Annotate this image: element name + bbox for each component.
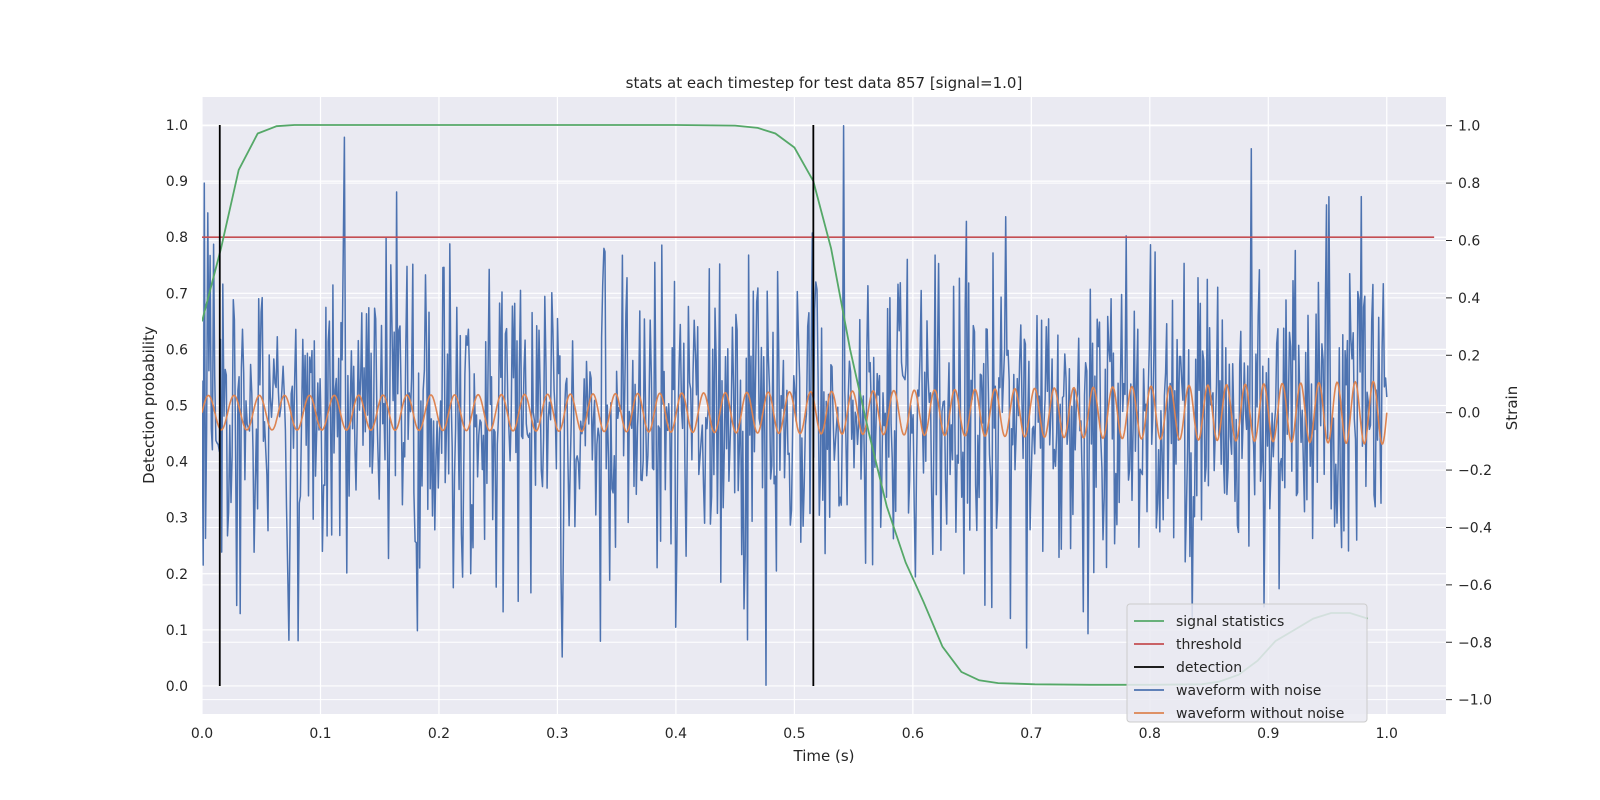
- legend-box: [1126, 603, 1368, 723]
- x-axis-ticks: 0.0 0.1 0.2 0.3 0.4 0.5 0.6 0.7 0.8 0.9 1.0: [191, 726, 1398, 742]
- y-right-tick-label: −0.6: [1458, 578, 1492, 594]
- x-tick-label: 0.4: [665, 726, 687, 742]
- legend-label: waveform without noise: [1176, 706, 1344, 722]
- y-right-tick-label: 1.0: [1458, 119, 1480, 135]
- x-tick-label: 1.0: [1376, 726, 1398, 742]
- y-tick-label: 0.0: [166, 679, 188, 695]
- y-tick-label: 0.3: [166, 511, 188, 527]
- x-tick-label: 0.1: [309, 726, 331, 742]
- y-right-tick-label: −0.8: [1458, 635, 1492, 651]
- legend-label: signal statistics: [1176, 614, 1284, 630]
- y-right-tick-label: −0.2: [1458, 463, 1492, 479]
- y-tick-label: 1.0: [166, 118, 188, 134]
- y-right-tick-label: 0.2: [1458, 348, 1480, 364]
- x-axis-label: Time (s): [793, 747, 855, 765]
- y-tick-label: 0.5: [166, 399, 188, 415]
- y-axis-ticks: 0.0 0.1 0.2 0.3 0.4 0.5 0.6 0.7 0.8 0.9 1.0: [166, 118, 188, 695]
- x-tick-label: 0.6: [902, 726, 924, 742]
- y-tick-label: 0.1: [166, 623, 188, 639]
- legend-label: threshold: [1176, 637, 1242, 653]
- x-tick-label: 0.3: [546, 726, 568, 742]
- series-line-waveform-with-noise: [202, 124, 1388, 687]
- y-right-axis-label: Strain: [1503, 386, 1521, 430]
- legend: signal statistics threshold detection wavef…: [1126, 603, 1368, 723]
- x-tick-label: 0.9: [1257, 726, 1279, 742]
- x-tick-label: 0.0: [191, 726, 213, 742]
- y-tick-label: 0.9: [166, 174, 188, 190]
- y-right-tick-label: −1.0: [1458, 693, 1492, 709]
- y-tick-label: 0.2: [166, 567, 188, 583]
- y-tick-label: 0.6: [166, 342, 188, 358]
- x-tick-label: 0.7: [1020, 726, 1042, 742]
- y-axis-label: Detection probability: [140, 326, 158, 484]
- y-right-tick-label: 0.8: [1458, 176, 1480, 192]
- series-line-waveform-without-noise: [202, 380, 1388, 445]
- y-right-tick-label: 0.6: [1458, 233, 1480, 249]
- y-tick-label: 0.4: [166, 455, 188, 471]
- x-tick-label: 0.2: [428, 726, 450, 742]
- y-tick-label: 0.8: [166, 230, 188, 246]
- y-tick-label: 0.7: [166, 286, 188, 302]
- y-right-tick-label: 0.4: [1458, 291, 1480, 307]
- y-right-tick-label: −0.4: [1458, 520, 1492, 536]
- legend-label: waveform with noise: [1176, 683, 1321, 699]
- x-tick-label: 0.5: [783, 726, 805, 742]
- chart-title: stats at each timestep for test data 857…: [626, 74, 1023, 92]
- x-tick-label: 0.8: [1139, 726, 1161, 742]
- y-right-tick-label: 0.0: [1458, 406, 1480, 422]
- y-right-axis-ticks: −1.0 −0.8 −0.6 −0.4 −0.2 0.0 0.2 0.4 0.6 0.8 1.0: [1446, 119, 1492, 709]
- legend-label: detection: [1176, 660, 1242, 676]
